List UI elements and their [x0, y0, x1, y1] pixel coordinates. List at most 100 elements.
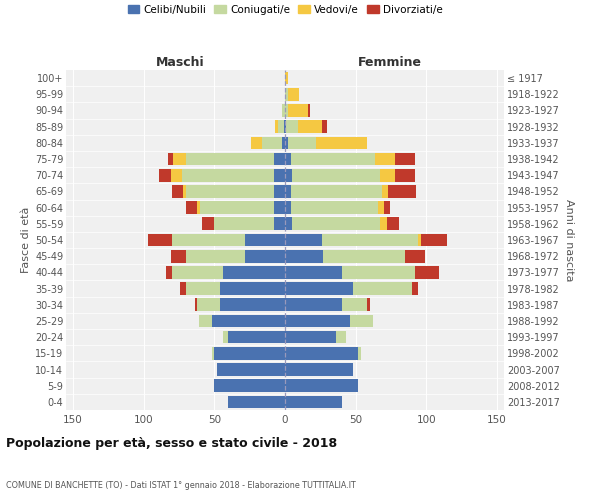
- Bar: [292, 169, 380, 181]
- Bar: [316, 136, 367, 149]
- Bar: [200, 202, 274, 214]
- Bar: [292, 218, 380, 230]
- Bar: [288, 88, 299, 101]
- Bar: [186, 250, 245, 262]
- Bar: [286, 120, 298, 133]
- Bar: [220, 298, 285, 311]
- Bar: [285, 120, 286, 133]
- Bar: [380, 218, 387, 230]
- Bar: [170, 250, 186, 262]
- Bar: [418, 234, 421, 246]
- Text: Maschi: Maschi: [155, 56, 204, 69]
- Bar: [278, 120, 284, 133]
- Bar: [395, 169, 415, 181]
- Bar: [285, 202, 290, 214]
- Bar: [275, 120, 278, 133]
- Bar: [405, 250, 425, 262]
- Bar: [194, 298, 197, 311]
- Bar: [298, 120, 322, 133]
- Bar: [285, 169, 292, 181]
- Bar: [395, 152, 415, 166]
- Bar: [182, 169, 274, 181]
- Bar: [251, 136, 262, 149]
- Bar: [285, 72, 288, 85]
- Bar: [282, 136, 285, 149]
- Bar: [173, 152, 186, 166]
- Bar: [350, 314, 373, 328]
- Bar: [285, 185, 290, 198]
- Bar: [212, 314, 285, 328]
- Bar: [323, 250, 405, 262]
- Bar: [170, 169, 182, 181]
- Bar: [421, 234, 448, 246]
- Bar: [285, 282, 353, 295]
- Bar: [245, 234, 285, 246]
- Bar: [223, 331, 229, 344]
- Bar: [387, 218, 400, 230]
- Bar: [285, 136, 288, 149]
- Bar: [285, 104, 288, 117]
- Bar: [322, 234, 418, 246]
- Bar: [341, 298, 367, 311]
- Bar: [282, 104, 285, 117]
- Text: COMUNE DI BANCHETTE (TO) - Dati ISTAT 1° gennaio 2018 - Elaborazione TUTTITALIA.: COMUNE DI BANCHETTE (TO) - Dati ISTAT 1°…: [6, 481, 356, 490]
- Bar: [274, 218, 285, 230]
- Bar: [212, 347, 214, 360]
- Bar: [285, 88, 288, 101]
- Bar: [274, 202, 285, 214]
- Bar: [285, 314, 350, 328]
- Bar: [415, 266, 439, 278]
- Bar: [214, 380, 285, 392]
- Bar: [353, 282, 412, 295]
- Bar: [285, 250, 323, 262]
- Bar: [384, 202, 389, 214]
- Bar: [223, 266, 285, 278]
- Bar: [388, 185, 416, 198]
- Bar: [166, 266, 172, 278]
- Bar: [290, 185, 382, 198]
- Bar: [367, 298, 370, 311]
- Text: Femmine: Femmine: [358, 56, 422, 69]
- Bar: [285, 380, 358, 392]
- Bar: [288, 136, 316, 149]
- Bar: [285, 266, 341, 278]
- Text: Popolazione per età, sesso e stato civile - 2018: Popolazione per età, sesso e stato civil…: [6, 437, 337, 450]
- Bar: [322, 120, 328, 133]
- Bar: [186, 282, 220, 295]
- Bar: [290, 202, 378, 214]
- Bar: [186, 185, 274, 198]
- Bar: [285, 298, 341, 311]
- Bar: [284, 120, 285, 133]
- Bar: [274, 185, 285, 198]
- Bar: [214, 347, 285, 360]
- Y-axis label: Fasce di età: Fasce di età: [20, 207, 31, 273]
- Bar: [220, 282, 285, 295]
- Bar: [262, 136, 282, 149]
- Bar: [197, 298, 220, 311]
- Bar: [183, 185, 186, 198]
- Bar: [378, 202, 384, 214]
- Bar: [382, 185, 388, 198]
- Bar: [285, 218, 292, 230]
- Bar: [376, 152, 395, 166]
- Bar: [285, 347, 358, 360]
- Bar: [380, 169, 395, 181]
- Bar: [202, 218, 214, 230]
- Bar: [148, 234, 172, 246]
- Bar: [159, 169, 170, 181]
- Bar: [214, 218, 274, 230]
- Bar: [181, 282, 186, 295]
- Bar: [172, 234, 245, 246]
- Bar: [290, 152, 376, 166]
- Bar: [285, 152, 290, 166]
- Bar: [274, 169, 285, 181]
- Bar: [285, 331, 336, 344]
- Bar: [186, 152, 274, 166]
- Bar: [336, 331, 346, 344]
- Bar: [172, 266, 223, 278]
- Bar: [412, 282, 418, 295]
- Y-axis label: Anni di nascita: Anni di nascita: [563, 198, 574, 281]
- Bar: [186, 202, 197, 214]
- Bar: [172, 185, 183, 198]
- Bar: [358, 347, 361, 360]
